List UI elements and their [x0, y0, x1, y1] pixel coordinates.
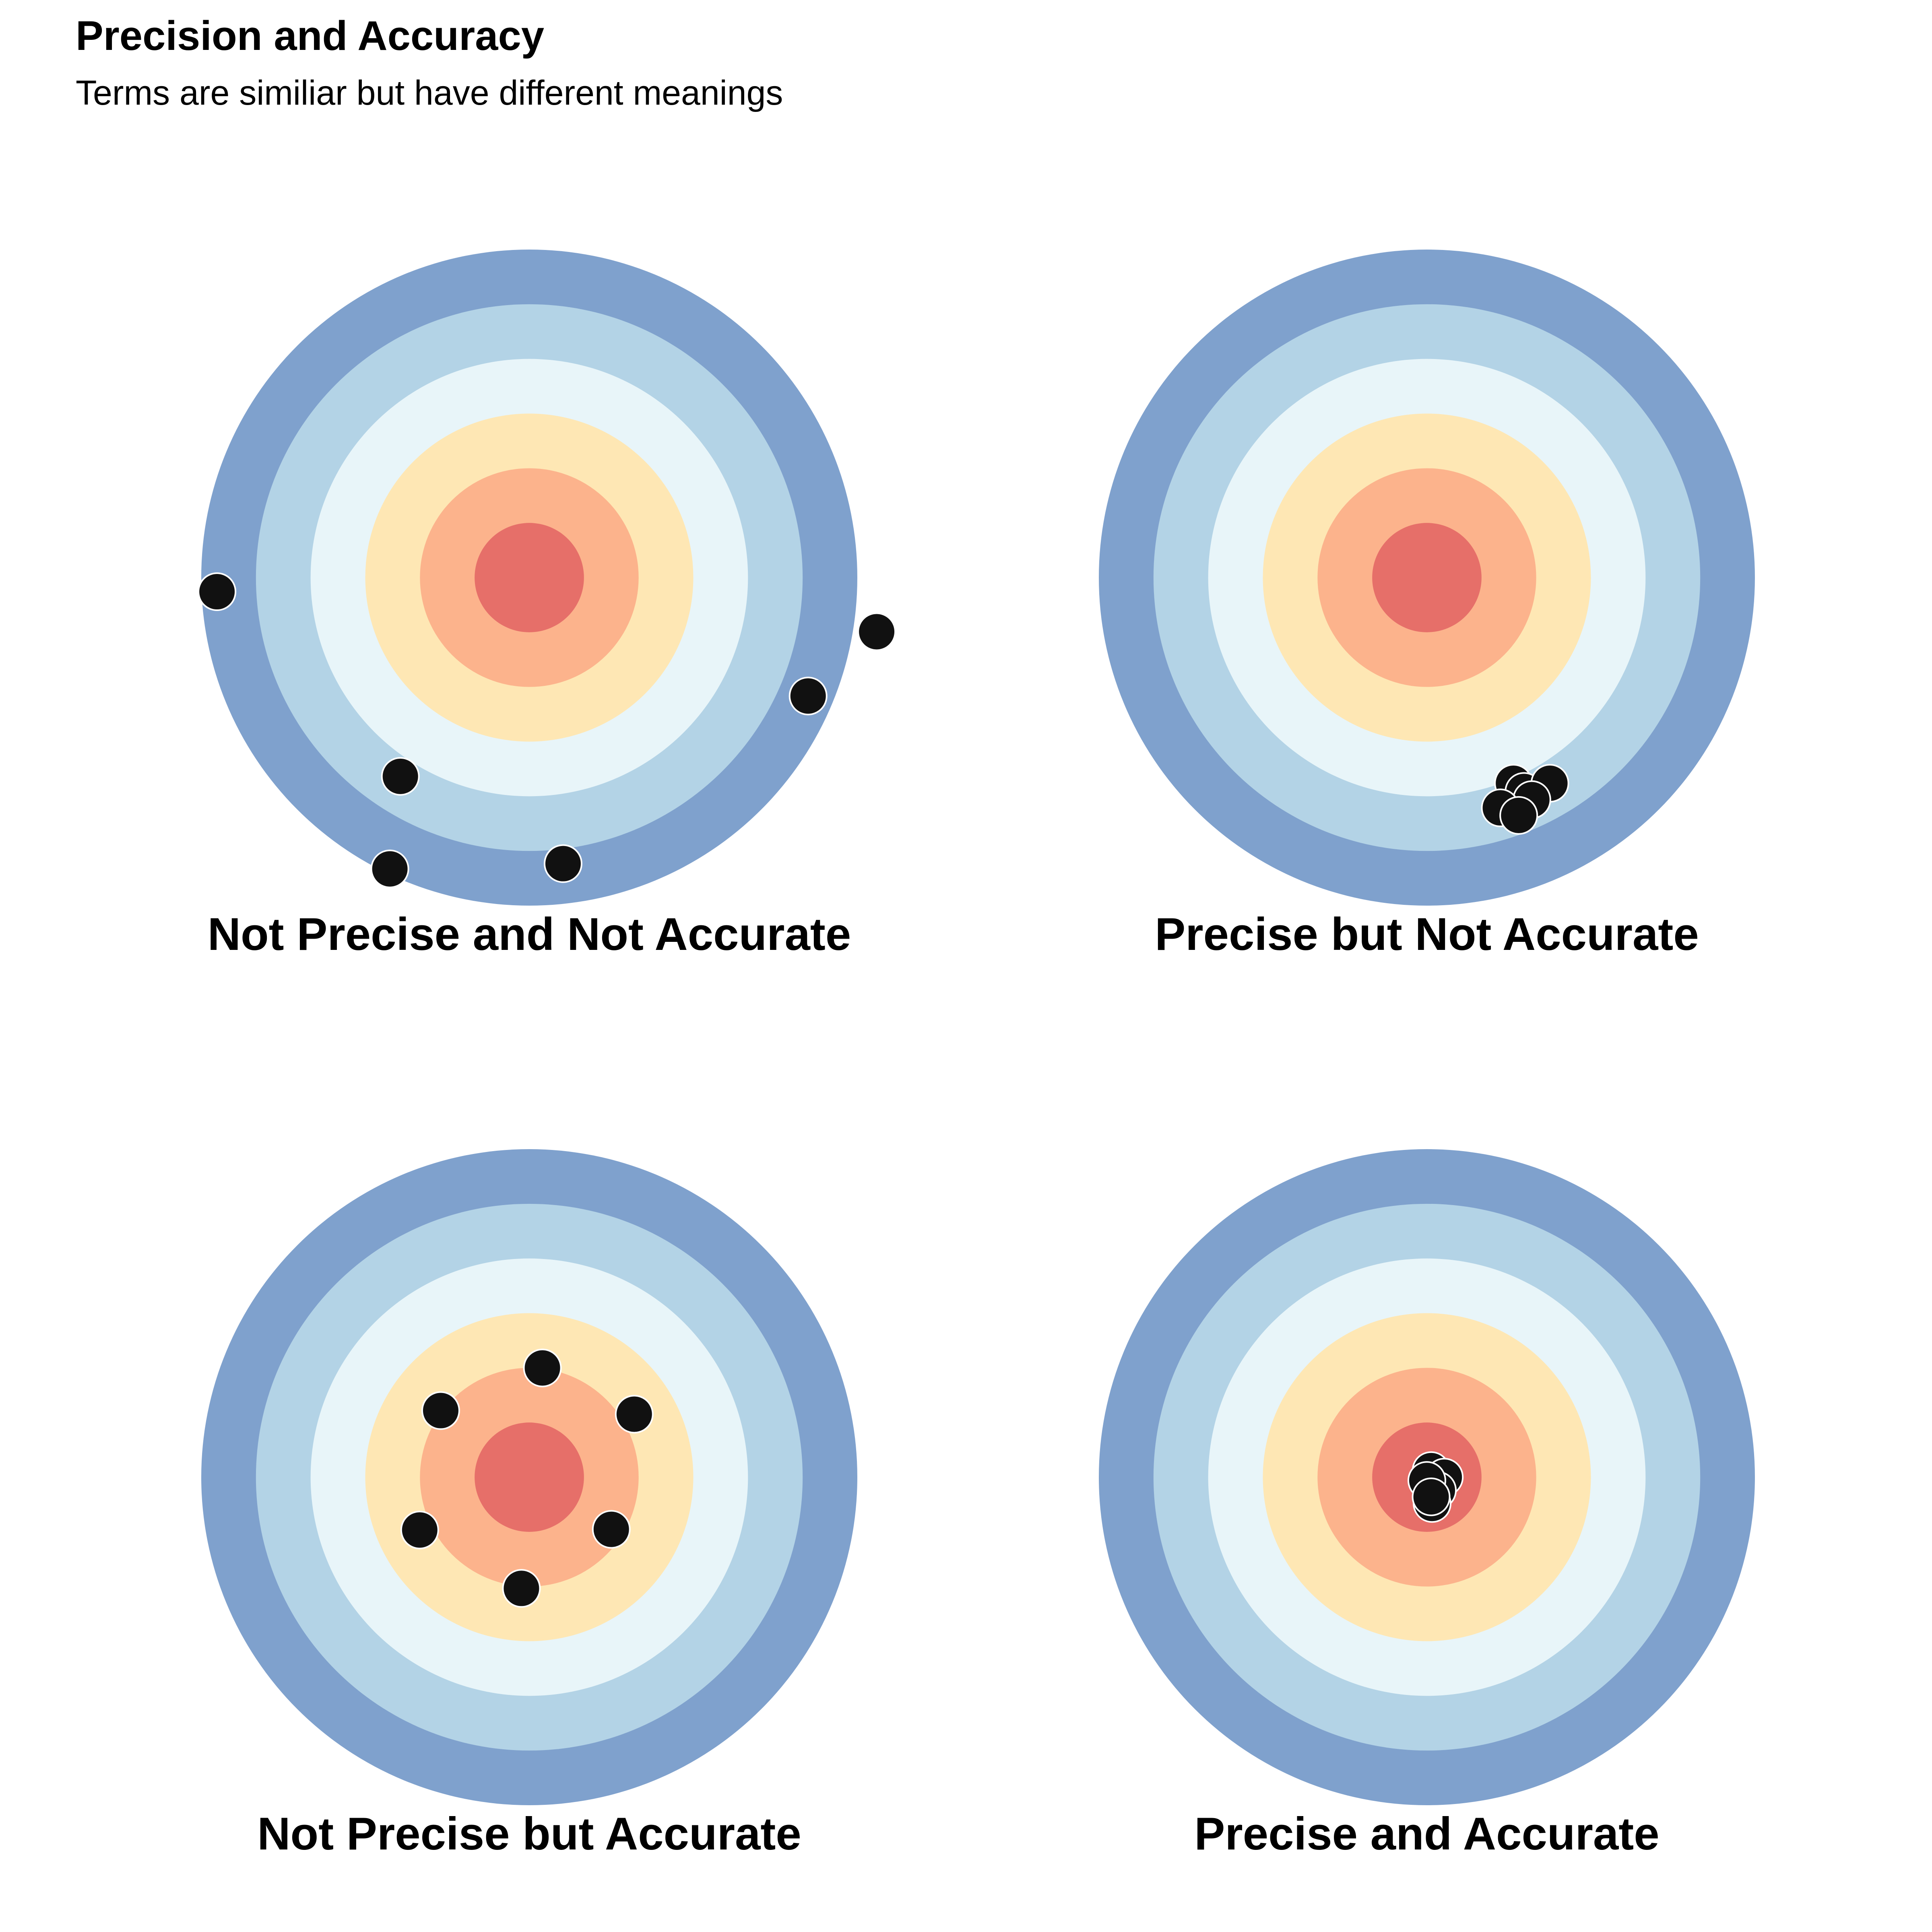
shot-point: [788, 677, 828, 716]
shot-point: [400, 1511, 439, 1550]
shot-point: [857, 612, 896, 651]
target-ring: [475, 523, 584, 632]
chart-title: Precision and Accuracy: [76, 12, 545, 59]
target-panel: Precise and Accurate: [1099, 1149, 1755, 1860]
panel-label: Not Precise but Accurate: [257, 1808, 801, 1860]
shot-point: [543, 844, 582, 883]
shot-point: [592, 1510, 631, 1549]
target-ring: [1372, 523, 1482, 632]
shot-point: [523, 1348, 562, 1387]
shot-point: [615, 1395, 654, 1434]
chart-subtitle: Terms are similiar but have different me…: [76, 74, 783, 112]
target-panel: Not Precise but Accurate: [201, 1149, 857, 1860]
shot-point: [1412, 1477, 1451, 1516]
shot-point: [198, 572, 237, 611]
shot-point: [381, 757, 420, 796]
shot-point: [502, 1569, 541, 1608]
target-panel: Precise but Not Accurate: [1099, 250, 1755, 960]
panel-label: Not Precise and Not Accurate: [208, 909, 851, 960]
panel-label: Precise but Not Accurate: [1155, 909, 1699, 960]
shot-point: [370, 849, 409, 888]
target-ring: [475, 1422, 584, 1532]
shot-point: [1499, 796, 1538, 835]
shot-point: [421, 1391, 460, 1430]
panel-label: Precise and Accurate: [1194, 1808, 1659, 1860]
target-panel: Not Precise and Not Accurate: [198, 250, 896, 960]
